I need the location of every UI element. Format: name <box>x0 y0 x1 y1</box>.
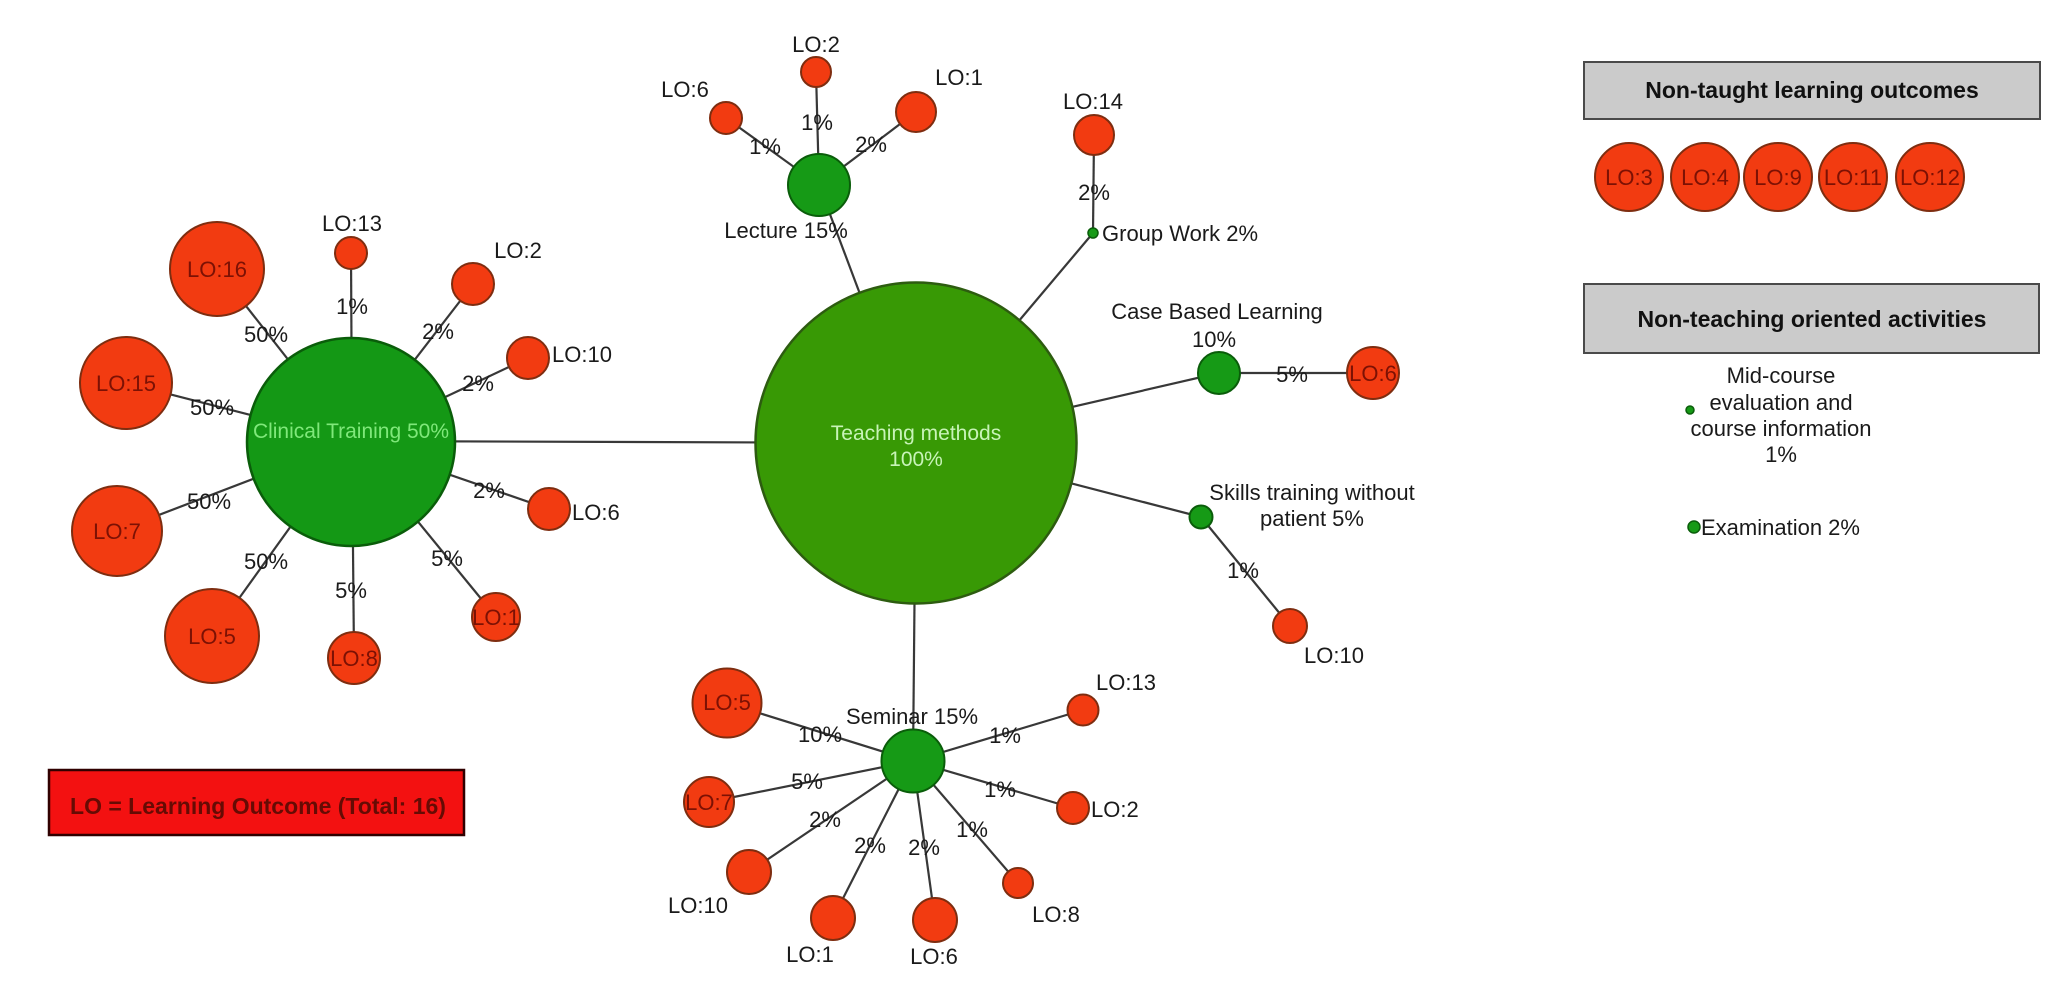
svg-text:LO:6: LO:6 <box>910 944 958 969</box>
svg-text:Examination 2%: Examination 2% <box>1701 515 1860 540</box>
svg-text:1%: 1% <box>801 110 833 135</box>
svg-text:2%: 2% <box>462 371 494 396</box>
svg-text:50%: 50% <box>190 395 234 420</box>
svg-text:100%: 100% <box>889 448 943 471</box>
svg-text:2%: 2% <box>473 478 505 503</box>
svg-text:Group Work 2%: Group Work 2% <box>1102 221 1258 246</box>
svg-text:LO:10: LO:10 <box>552 342 612 367</box>
svg-text:Non-teaching oriented activiti: Non-teaching oriented activities <box>1638 306 1987 332</box>
svg-text:Non-taught learning outcomes: Non-taught learning outcomes <box>1645 77 1979 103</box>
svg-text:Case Based Learning: Case Based Learning <box>1111 299 1323 324</box>
svg-text:LO:8: LO:8 <box>330 646 378 671</box>
svg-text:LO:1: LO:1 <box>935 65 983 90</box>
svg-text:2%: 2% <box>908 835 940 860</box>
svg-text:evaluation and: evaluation and <box>1709 390 1852 415</box>
svg-text:LO:1: LO:1 <box>786 942 834 967</box>
svg-text:patient 5%: patient 5% <box>1260 506 1364 531</box>
svg-text:LO:13: LO:13 <box>322 211 382 236</box>
svg-text:LO:11: LO:11 <box>1824 165 1882 190</box>
svg-text:2%: 2% <box>855 132 887 157</box>
svg-text:Skills training without: Skills training without <box>1209 480 1414 505</box>
svg-text:LO:6: LO:6 <box>661 77 709 102</box>
svg-text:5%: 5% <box>431 546 463 571</box>
svg-text:Clinical Training 50%: Clinical Training 50% <box>253 420 449 443</box>
svg-text:LO:1: LO:1 <box>472 605 520 630</box>
svg-text:LO:16: LO:16 <box>187 257 247 282</box>
svg-text:LO:15: LO:15 <box>96 371 156 396</box>
svg-text:1%: 1% <box>1765 442 1797 467</box>
svg-text:1%: 1% <box>984 777 1016 802</box>
svg-text:LO:3: LO:3 <box>1605 165 1653 190</box>
svg-text:Teaching methods: Teaching methods <box>831 422 1001 445</box>
svg-text:50%: 50% <box>187 489 231 514</box>
svg-text:course information: course information <box>1691 416 1872 441</box>
svg-text:LO:2: LO:2 <box>792 32 840 57</box>
svg-text:LO:6: LO:6 <box>1349 361 1397 386</box>
svg-text:LO:7: LO:7 <box>685 790 733 815</box>
svg-text:LO:14: LO:14 <box>1063 89 1123 114</box>
svg-text:LO:10: LO:10 <box>1304 643 1364 668</box>
svg-text:1%: 1% <box>336 294 368 319</box>
svg-text:2%: 2% <box>809 807 841 832</box>
svg-text:2%: 2% <box>422 319 454 344</box>
svg-text:5%: 5% <box>1276 362 1308 387</box>
svg-text:LO:7: LO:7 <box>93 519 141 544</box>
svg-text:LO:4: LO:4 <box>1681 165 1729 190</box>
svg-text:50%: 50% <box>244 549 288 574</box>
svg-text:Mid-course: Mid-course <box>1727 363 1836 388</box>
svg-text:2%: 2% <box>854 833 886 858</box>
svg-text:Seminar 15%: Seminar 15% <box>846 704 978 729</box>
svg-text:1%: 1% <box>989 723 1021 748</box>
svg-text:10%: 10% <box>1192 327 1236 352</box>
svg-text:LO = Learning Outcome (Total:: LO = Learning Outcome (Total: 16) <box>70 793 446 819</box>
svg-text:LO:9: LO:9 <box>1754 165 1802 190</box>
svg-text:LO:5: LO:5 <box>703 690 751 715</box>
svg-text:50%: 50% <box>244 322 288 347</box>
svg-text:Lecture 15%: Lecture 15% <box>724 218 848 243</box>
svg-text:LO:12: LO:12 <box>1900 165 1960 190</box>
svg-text:LO:2: LO:2 <box>1091 797 1139 822</box>
svg-text:1%: 1% <box>749 134 781 159</box>
svg-text:LO:10: LO:10 <box>668 893 728 918</box>
svg-text:5%: 5% <box>335 578 367 603</box>
svg-text:1%: 1% <box>956 817 988 842</box>
svg-text:10%: 10% <box>798 722 842 747</box>
svg-text:LO:8: LO:8 <box>1032 902 1080 927</box>
svg-text:LO:5: LO:5 <box>188 624 236 649</box>
svg-text:1%: 1% <box>1227 558 1259 583</box>
svg-text:LO:13: LO:13 <box>1096 670 1156 695</box>
svg-text:5%: 5% <box>791 769 823 794</box>
svg-text:LO:2: LO:2 <box>494 238 542 263</box>
svg-text:LO:6: LO:6 <box>572 500 620 525</box>
svg-text:2%: 2% <box>1078 180 1110 205</box>
